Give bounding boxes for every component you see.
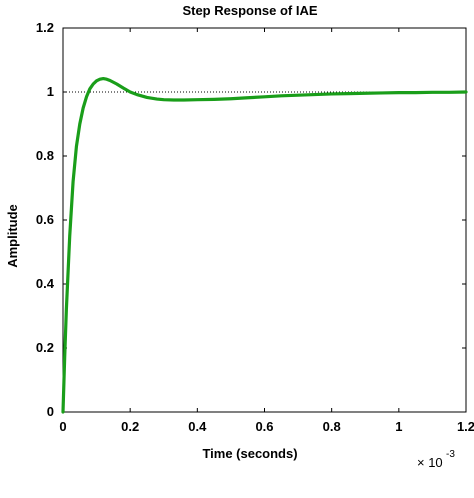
x-multiplier-label: × 10 <box>417 455 443 470</box>
x-axis: 0 0.2 0.4 0.6 0.8 1 1.2 <box>59 28 474 434</box>
y-tick-label: 0.6 <box>36 212 54 227</box>
plot-area <box>62 27 467 413</box>
x-tick-label: 0.8 <box>323 419 341 434</box>
y-tick-label: 0.4 <box>36 276 55 291</box>
x-tick-label: 0 <box>59 419 66 434</box>
x-multiplier-exponent: -3 <box>446 449 455 460</box>
x-axis-label: Time (seconds) <box>202 446 297 461</box>
y-axis: 0 0.2 0.4 0.6 0.8 1 1.2 <box>36 20 466 419</box>
x-tick-label: 1 <box>395 419 402 434</box>
y-tick-label: 0.2 <box>36 340 54 355</box>
x-tick-label: 0.2 <box>121 419 139 434</box>
y-tick-label: 0.8 <box>36 148 54 163</box>
x-tick-label: 0.6 <box>255 419 273 434</box>
x-tick-label: 1.2 <box>457 419 474 434</box>
y-tick-label: 1 <box>47 84 54 99</box>
y-tick-label: 1.2 <box>36 20 54 35</box>
x-tick-label: 0.4 <box>188 419 207 434</box>
series-line <box>61 76 468 414</box>
y-axis-label: Amplitude <box>5 204 20 268</box>
chart-title: Step Response of IAE <box>182 3 317 18</box>
y-tick-label: 0 <box>47 404 54 419</box>
